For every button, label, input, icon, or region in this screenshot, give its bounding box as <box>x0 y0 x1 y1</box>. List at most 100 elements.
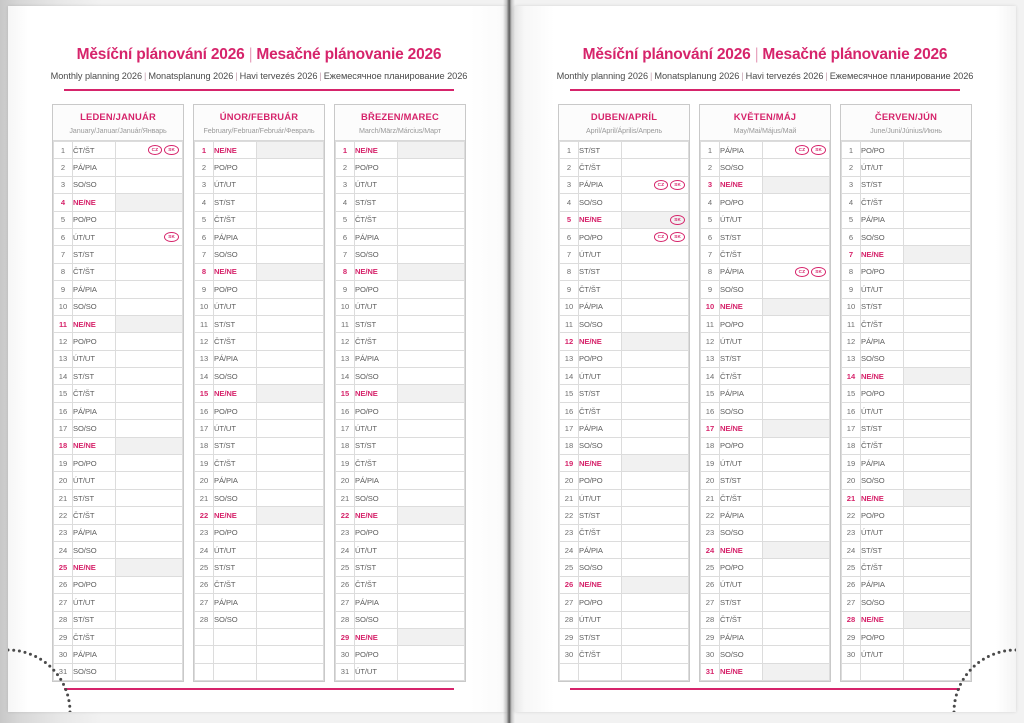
day-note-field[interactable] <box>115 488 183 508</box>
day-note-field[interactable] <box>621 506 689 525</box>
day-note-field[interactable] <box>397 471 465 490</box>
day-note-field[interactable] <box>903 401 971 421</box>
day-note-field[interactable] <box>903 454 971 473</box>
day-note-field[interactable] <box>397 384 465 403</box>
day-note-field[interactable] <box>762 245 830 264</box>
day-note-field[interactable] <box>256 297 324 316</box>
day-note-field[interactable] <box>621 401 689 421</box>
day-note-field[interactable] <box>621 540 689 560</box>
day-note-field[interactable] <box>397 593 465 612</box>
day-note-field[interactable] <box>115 158 183 177</box>
day-note-field[interactable] <box>397 367 465 386</box>
day-note-field[interactable] <box>621 454 689 473</box>
day-note-field[interactable] <box>256 558 324 577</box>
day-note-field[interactable] <box>762 401 830 421</box>
day-note-field[interactable] <box>621 471 689 490</box>
day-note-field[interactable] <box>256 140 324 160</box>
day-note-field[interactable] <box>762 158 830 177</box>
day-note-field[interactable] <box>256 193 324 212</box>
day-note-field[interactable] <box>762 332 830 351</box>
day-note-field[interactable] <box>621 349 689 369</box>
day-note-field[interactable] <box>256 401 324 421</box>
day-note-field[interactable] <box>256 245 324 264</box>
day-note-field[interactable] <box>762 193 830 212</box>
day-note-field[interactable] <box>903 627 971 647</box>
day-note-field[interactable] <box>256 471 324 490</box>
day-note-field[interactable] <box>115 610 183 629</box>
day-note-field[interactable] <box>256 523 324 542</box>
day-note-field[interactable] <box>762 506 830 525</box>
day-note-field[interactable] <box>621 558 689 577</box>
day-note-field[interactable] <box>115 540 183 560</box>
day-note-field[interactable] <box>762 227 830 247</box>
day-note-field[interactable] <box>762 662 830 682</box>
day-note-field[interactable] <box>903 540 971 560</box>
day-note-field[interactable] <box>115 575 183 595</box>
day-note-field[interactable] <box>256 488 324 508</box>
day-note-field[interactable] <box>903 158 971 177</box>
day-note-field[interactable] <box>621 593 689 612</box>
day-note-field[interactable] <box>397 175 465 195</box>
day-note-field[interactable] <box>115 193 183 212</box>
day-note-field[interactable] <box>397 193 465 212</box>
day-note-field[interactable] <box>762 314 830 334</box>
day-note-field[interactable] <box>115 506 183 525</box>
day-note-field[interactable] <box>903 471 971 490</box>
day-note-field[interactable] <box>115 471 183 490</box>
day-note-field[interactable] <box>256 627 324 647</box>
day-note-field[interactable] <box>115 662 183 682</box>
day-note-field[interactable] <box>397 349 465 369</box>
day-note-field[interactable] <box>621 262 689 282</box>
day-note-field[interactable] <box>762 367 830 386</box>
day-note-field[interactable] <box>397 436 465 456</box>
day-note-field[interactable] <box>397 419 465 438</box>
day-note-field[interactable] <box>621 280 689 299</box>
day-note-field[interactable] <box>903 193 971 212</box>
day-note-field[interactable] <box>397 627 465 647</box>
day-note-field[interactable] <box>762 349 830 369</box>
day-note-field[interactable] <box>903 575 971 595</box>
day-note-field[interactable] <box>621 314 689 334</box>
day-note-field[interactable] <box>397 262 465 282</box>
day-note-field[interactable] <box>256 158 324 177</box>
day-note-field[interactable] <box>903 419 971 438</box>
day-note-field[interactable]: CZ SK <box>762 140 830 160</box>
day-note-field[interactable] <box>397 401 465 421</box>
day-note-field[interactable] <box>397 610 465 629</box>
day-note-field[interactable] <box>256 575 324 595</box>
day-note-field[interactable] <box>256 419 324 438</box>
day-note-field[interactable] <box>903 645 971 664</box>
day-note-field[interactable] <box>903 610 971 629</box>
day-note-field[interactable] <box>397 662 465 682</box>
day-note-field[interactable] <box>903 349 971 369</box>
day-note-field[interactable] <box>762 471 830 490</box>
day-note-field[interactable] <box>256 384 324 403</box>
day-note-field[interactable] <box>762 436 830 456</box>
day-note-field[interactable] <box>903 593 971 612</box>
day-note-field[interactable] <box>903 175 971 195</box>
day-note-field[interactable] <box>397 245 465 264</box>
day-note-field[interactable] <box>115 593 183 612</box>
day-note-field[interactable] <box>621 645 689 664</box>
day-note-field[interactable] <box>115 523 183 542</box>
day-note-field[interactable] <box>903 436 971 456</box>
day-note-field[interactable] <box>903 314 971 334</box>
day-note-field[interactable] <box>115 332 183 351</box>
day-note-field[interactable] <box>621 245 689 264</box>
day-note-field[interactable] <box>621 523 689 542</box>
day-note-field[interactable] <box>397 332 465 351</box>
day-note-field[interactable] <box>256 610 324 629</box>
day-note-field[interactable] <box>256 436 324 456</box>
day-note-field[interactable] <box>762 558 830 577</box>
day-note-field[interactable]: CZ SK <box>115 140 183 160</box>
day-note-field[interactable] <box>903 367 971 386</box>
day-note-field[interactable] <box>397 297 465 316</box>
day-note-field[interactable] <box>621 193 689 212</box>
day-note-field[interactable] <box>397 645 465 664</box>
day-note-field[interactable] <box>397 558 465 577</box>
day-note-field[interactable] <box>115 349 183 369</box>
day-note-field[interactable] <box>256 367 324 386</box>
day-note-field[interactable] <box>621 140 689 160</box>
day-note-field[interactable] <box>903 227 971 247</box>
day-note-field[interactable] <box>397 158 465 177</box>
